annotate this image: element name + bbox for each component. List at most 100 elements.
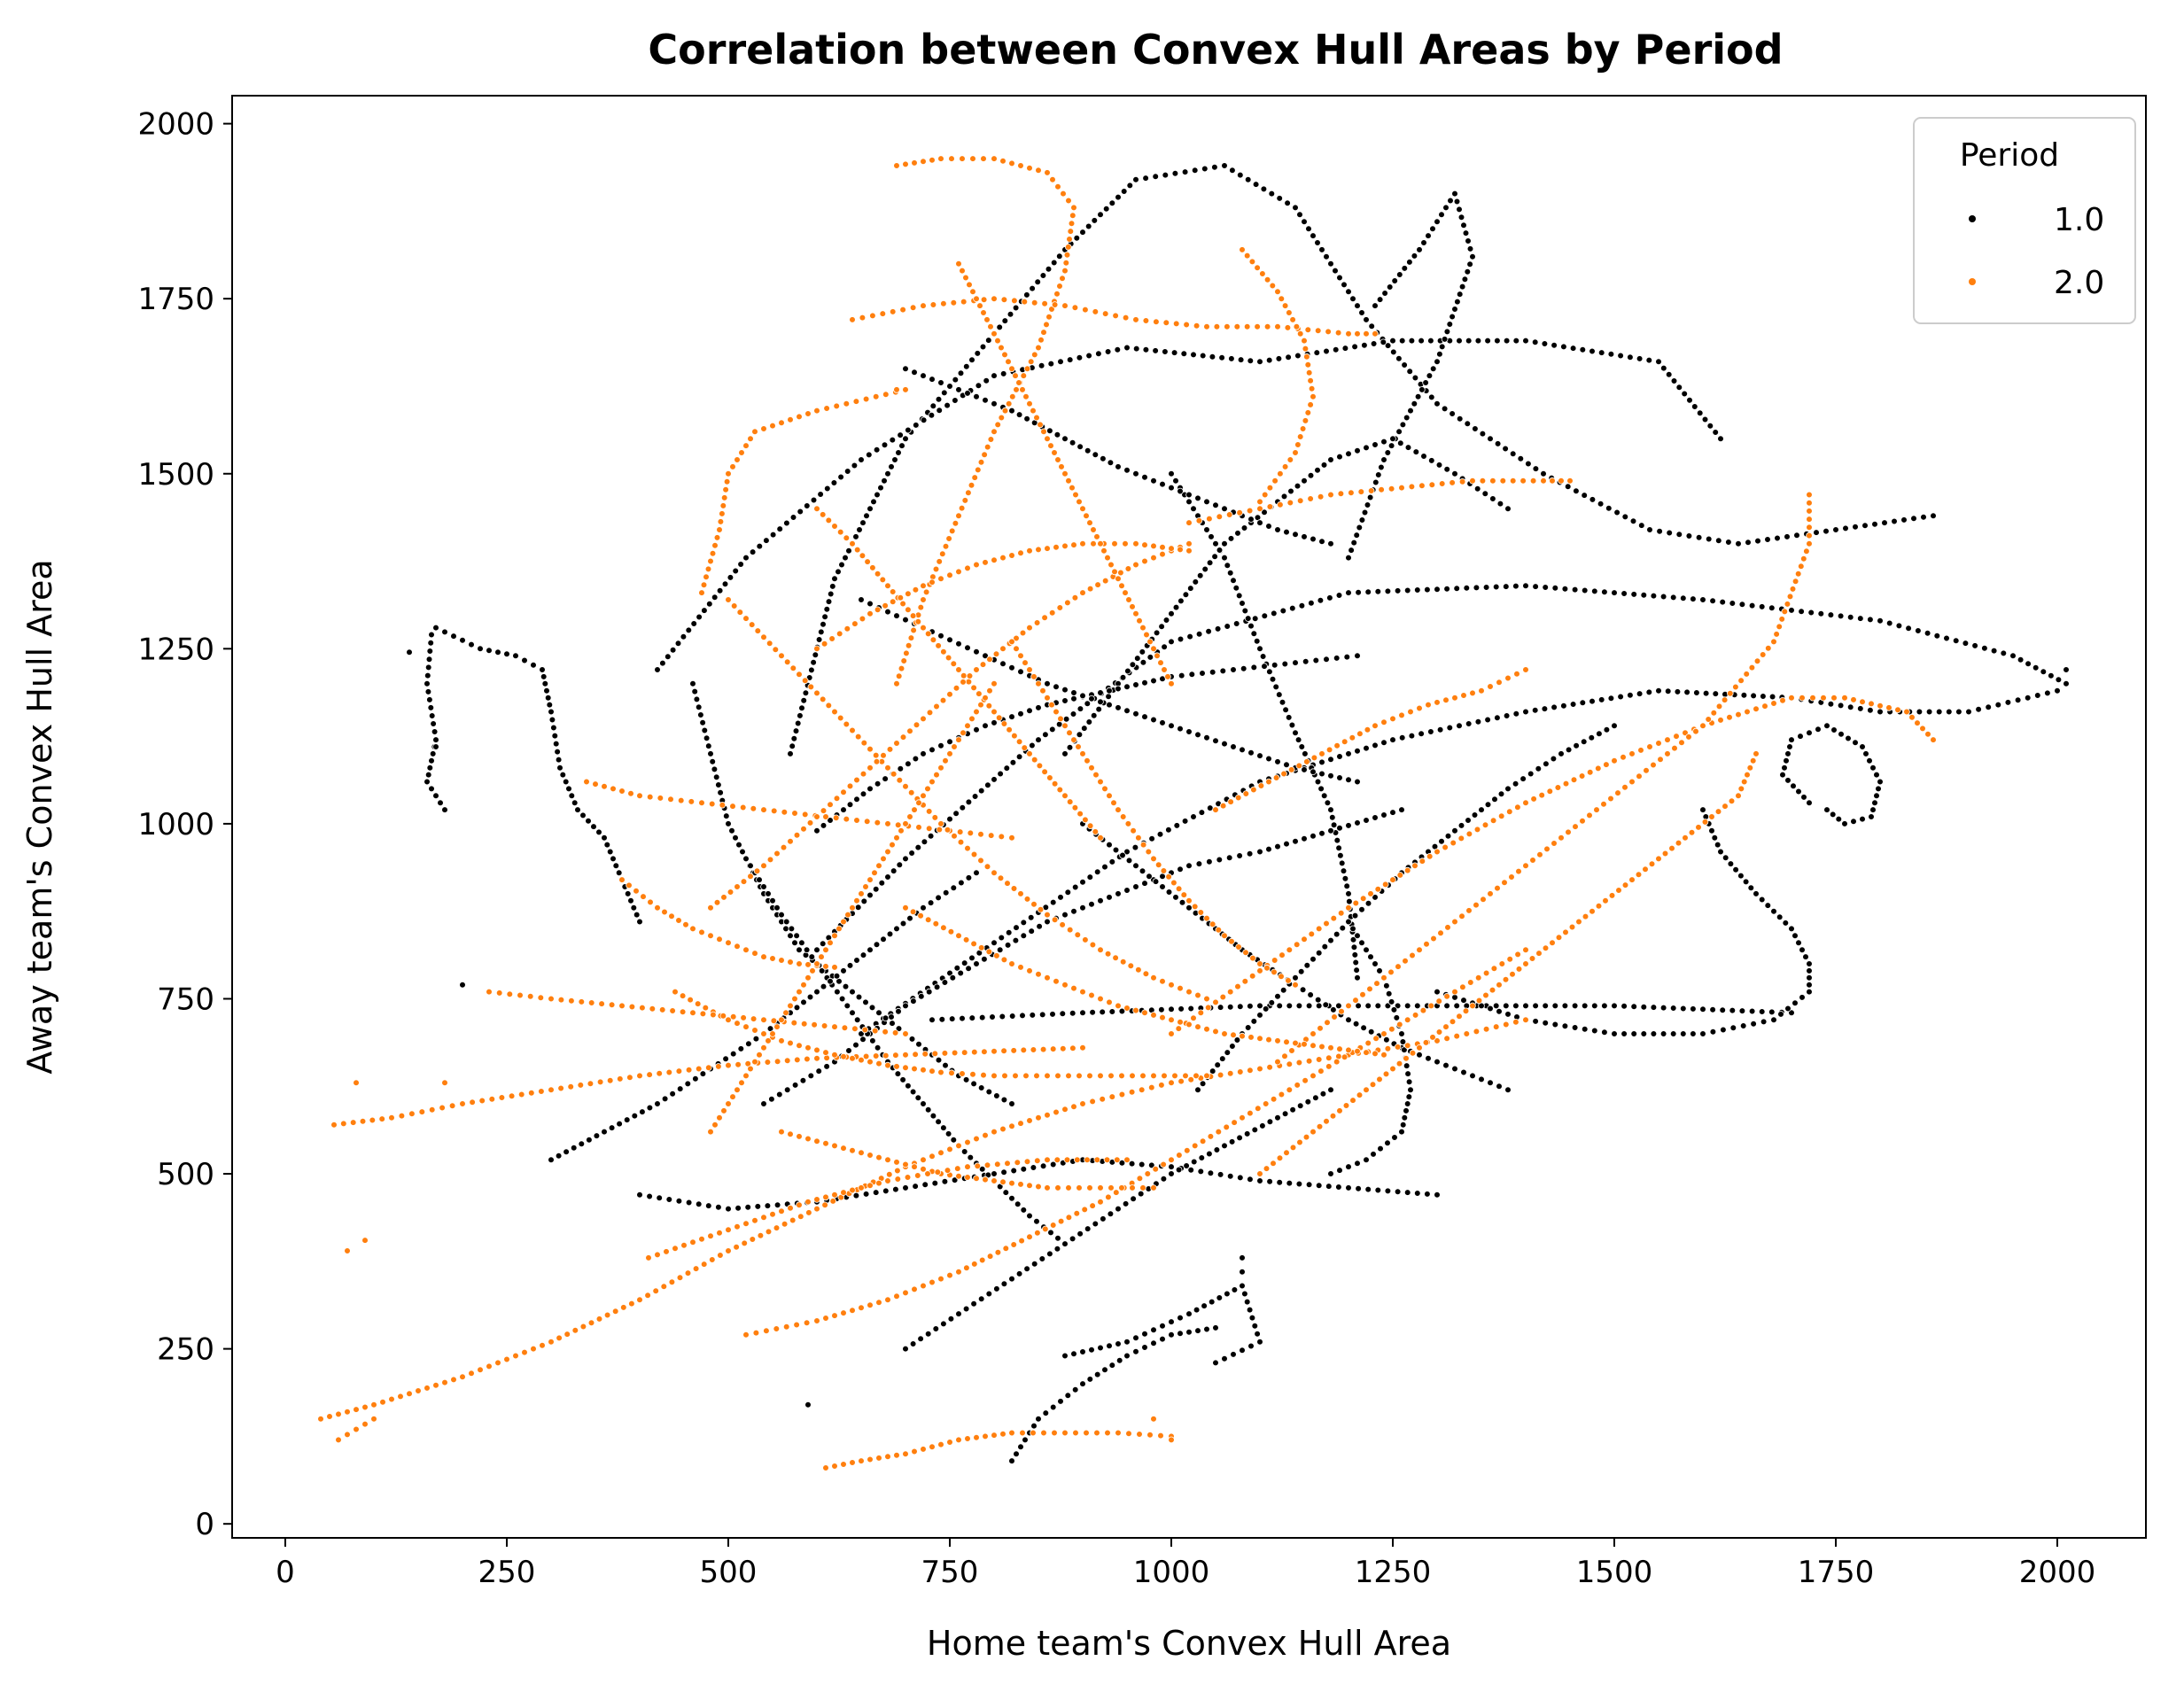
- data-point: [1555, 934, 1563, 942]
- data-point: [952, 397, 959, 404]
- data-point: [1101, 577, 1109, 585]
- data-point: [947, 1316, 955, 1323]
- data-point: [849, 1054, 856, 1062]
- data-point: [1372, 478, 1380, 486]
- data-point: [1301, 935, 1308, 943]
- data-point: [1118, 1090, 1126, 1098]
- data-point: [970, 850, 978, 858]
- data-point: [1401, 1046, 1408, 1053]
- data-point: [1350, 943, 1358, 951]
- data-point: [1372, 330, 1379, 338]
- data-point: [1271, 661, 1279, 669]
- data-point: [962, 274, 969, 282]
- data-point: [1881, 519, 1888, 526]
- data-point: [1611, 1030, 1618, 1037]
- data-point: [675, 1198, 683, 1205]
- x-tick-label: 1750: [1798, 1555, 1875, 1590]
- data-point: [1053, 708, 1060, 716]
- data-point: [1317, 1067, 1325, 1075]
- data-point: [843, 468, 851, 475]
- data-point: [955, 260, 962, 268]
- data-point: [1108, 1093, 1116, 1100]
- data-point: [1706, 422, 1714, 430]
- data-point: [793, 1004, 801, 1012]
- data-point: [1177, 546, 1184, 554]
- data-point: [1345, 1184, 1352, 1191]
- data-point: [1272, 774, 1280, 781]
- data-point: [1480, 896, 1487, 904]
- data-point: [1139, 1184, 1146, 1191]
- data-point: [1108, 1008, 1116, 1015]
- data-point: [1784, 533, 1791, 540]
- data-point: [940, 299, 947, 307]
- data-point: [1660, 364, 1667, 372]
- data-point: [1852, 739, 1859, 746]
- data-point: [1740, 778, 1748, 786]
- data-point: [1122, 1200, 1130, 1207]
- data-point: [1799, 994, 1806, 1001]
- data-point: [915, 824, 922, 831]
- data-point: [1394, 1044, 1402, 1051]
- data-point: [902, 1289, 909, 1297]
- data-point: [1688, 828, 1696, 836]
- data-point: [1177, 865, 1184, 873]
- data-point: [1701, 415, 1709, 423]
- data-point: [1211, 164, 1218, 171]
- data-point: [1930, 512, 1937, 519]
- data-point: [601, 782, 608, 790]
- data-point: [1071, 803, 1079, 811]
- data-point: [1630, 591, 1637, 598]
- data-point: [1185, 498, 1193, 506]
- data-point: [885, 1171, 893, 1178]
- data-point: [985, 1290, 993, 1298]
- data-point: [652, 1287, 659, 1294]
- data-point: [1799, 946, 1806, 953]
- data-point: [680, 633, 688, 640]
- data-point: [783, 519, 790, 527]
- data-point: [1434, 218, 1441, 226]
- data-point: [897, 765, 905, 772]
- data-point: [846, 782, 854, 790]
- data-point: [1372, 722, 1379, 730]
- data-point: [929, 1278, 936, 1286]
- data-point: [1101, 310, 1109, 317]
- data-point: [1469, 252, 1476, 260]
- data-point: [807, 1072, 815, 1080]
- data-point: [1037, 905, 1045, 913]
- data-point: [860, 739, 868, 747]
- data-point: [1053, 1156, 1061, 1163]
- data-point: [935, 395, 943, 403]
- data-point: [859, 770, 867, 778]
- data-point: [1150, 1339, 1157, 1347]
- data-point: [998, 833, 1006, 841]
- data-point: [849, 539, 856, 547]
- data-point: [1244, 615, 1252, 622]
- data-point: [974, 1162, 982, 1169]
- data-point: [893, 162, 900, 169]
- data-point: [819, 940, 827, 948]
- data-point: [349, 1119, 357, 1126]
- data-point: [1237, 171, 1244, 179]
- data-point: [426, 764, 434, 772]
- data-point: [925, 988, 933, 996]
- data-point: [977, 944, 985, 951]
- data-point: [843, 625, 851, 633]
- data-point: [1020, 919, 1028, 927]
- data-point: [1286, 1179, 1294, 1187]
- data-point: [1637, 747, 1644, 754]
- data-point: [424, 664, 432, 671]
- data-point: [710, 1011, 717, 1019]
- data-point: [1275, 355, 1283, 362]
- data-point: [981, 1048, 988, 1055]
- data-point: [1946, 708, 1953, 716]
- data-point: [982, 722, 989, 730]
- data-point: [1535, 765, 1543, 772]
- data-point: [849, 1459, 856, 1466]
- data-point: [1464, 268, 1472, 276]
- data-point: [705, 600, 713, 608]
- data-point: [858, 1304, 865, 1311]
- data-point: [1066, 926, 1074, 934]
- data-point: [1645, 688, 1653, 696]
- data-point: [1885, 619, 1893, 627]
- data-point: [935, 894, 942, 902]
